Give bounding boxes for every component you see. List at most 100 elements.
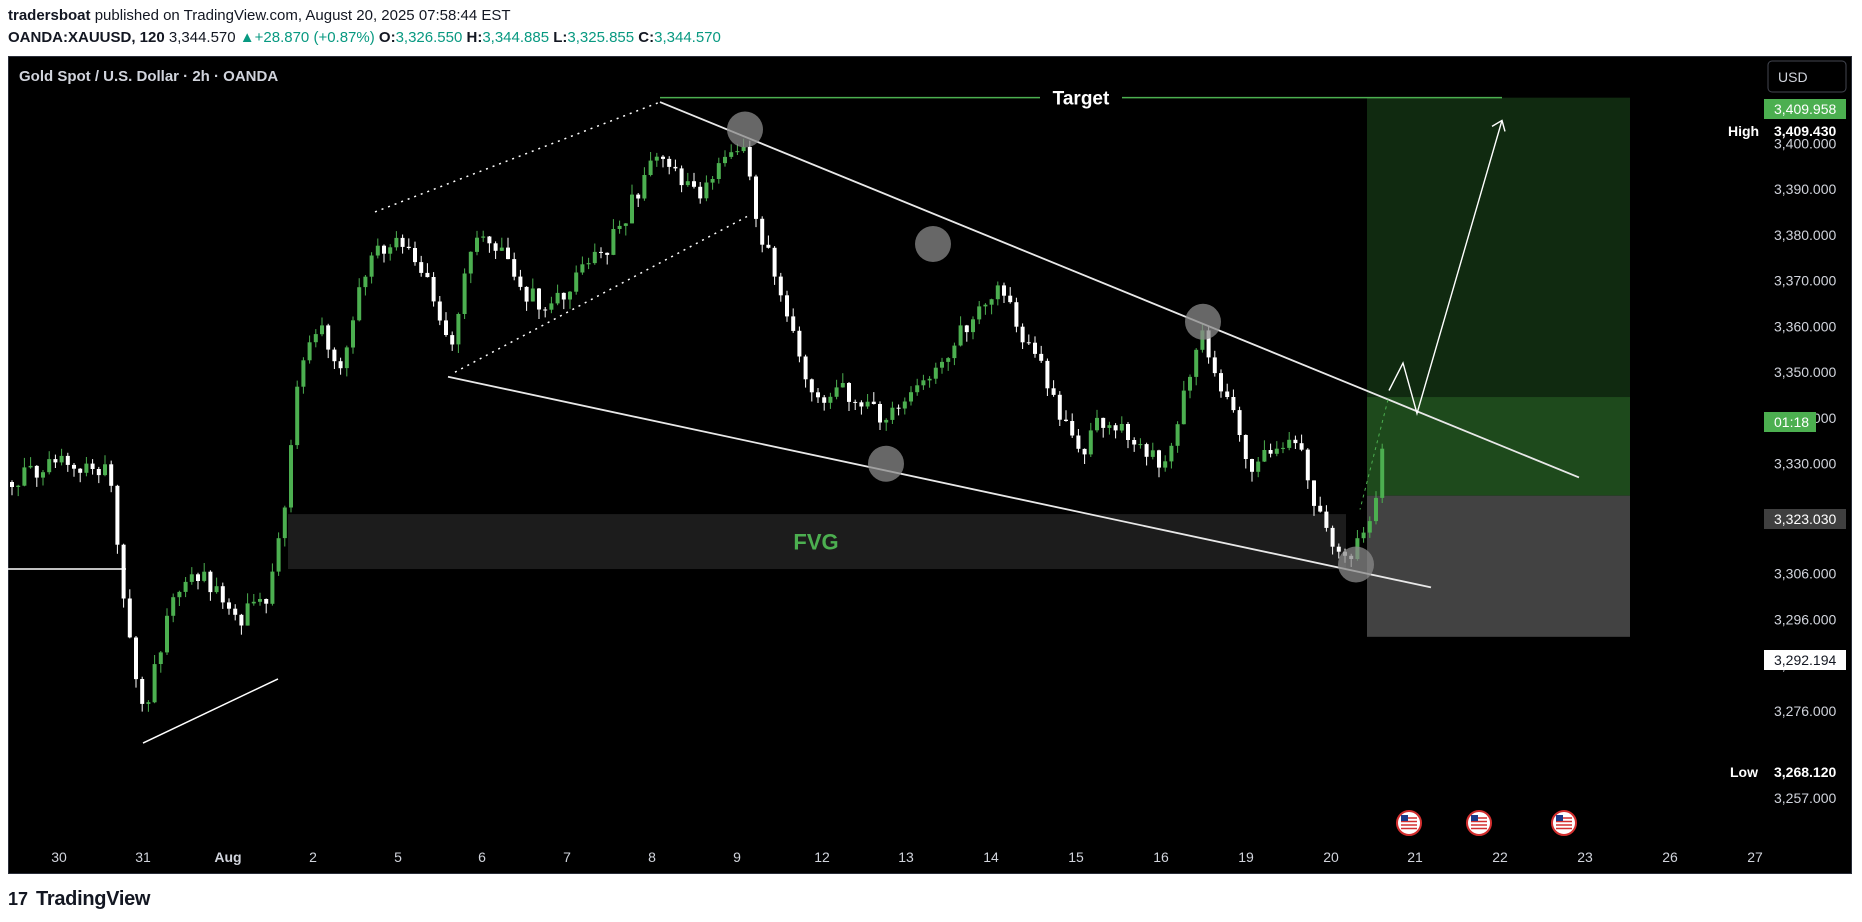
candle-body [1088,430,1093,455]
candle-body [506,247,510,260]
current-price-box [1764,509,1846,529]
candle-body [208,571,213,593]
candle-body [518,276,523,287]
y-tick-label: 3,390.000 [1774,181,1836,197]
candle-body [723,156,727,164]
rising-trendline[interactable] [142,678,279,744]
swing-point-marker[interactable] [1338,546,1374,583]
candle-body [196,574,200,581]
candle-body [264,599,269,604]
candle-body [537,288,541,310]
target-zone[interactable] [1367,97,1630,398]
candle-body [995,285,1000,300]
drawings-group [8,96,1580,744]
currency-button-label: USD [1778,69,1808,85]
wedge-upper-line[interactable] [659,101,1580,479]
candle-body [1045,360,1050,389]
candle-body [41,472,45,478]
candle-body [1107,425,1112,428]
target-price-label: 3,409.958 [1774,101,1836,117]
candle-body [1281,447,1285,449]
wedge-lower-line[interactable] [447,375,1432,589]
candle-body [735,151,740,153]
candle-body [1157,450,1161,468]
channel-bottom-line[interactable] [454,215,748,373]
candle-body [326,325,331,350]
us-flag-icon[interactable] [1396,810,1422,836]
currency-button[interactable] [1767,60,1847,93]
candle-body [357,287,362,321]
candle-body [456,314,461,345]
candle-body [72,464,76,469]
candle-body [1336,546,1341,552]
high-label: H: [466,29,483,46]
swing-point-marker[interactable] [868,445,904,482]
candle-body [1299,443,1304,450]
candle-body [332,349,337,362]
candle-body [468,251,473,274]
candle-body [921,380,926,386]
us-flag-icon[interactable] [1466,810,1492,836]
candle-body [1119,424,1124,431]
swing-point-marker[interactable] [727,111,763,148]
candle-body [754,176,758,219]
channel-top-line[interactable] [374,101,661,213]
x-tick-label: 30 [51,849,67,865]
candle-body [592,251,597,264]
candle-body [134,637,138,680]
swing-point-marker[interactable] [915,226,951,262]
swing-point-marker[interactable] [1185,303,1221,340]
candle-body [1101,417,1106,428]
candle-body [568,291,572,300]
candle-body [1188,376,1192,391]
candle-body [530,288,535,302]
candle-body [933,367,938,379]
x-tick-label: 14 [983,849,999,865]
candle-body [140,679,145,704]
candle-body [692,181,696,187]
candle-body [146,702,151,704]
candle-body [1033,342,1037,354]
price-chart[interactable]: FVG Target Gold Spot / U.S. Dollar · 2h … [0,0,1862,880]
candle-body [1169,445,1174,462]
candle-body [940,361,944,368]
candle-body [245,603,250,626]
candle-body [47,459,52,473]
candle-body [636,194,641,199]
candle-body [109,464,114,486]
low-value: 3,325.855 [567,29,635,46]
x-tick-label: 31 [135,849,151,865]
us-flag-icon[interactable] [1551,810,1577,836]
candle-body [809,379,814,393]
event-flags[interactable] [1396,810,1577,836]
tradingview-brand[interactable]: TradingView [36,887,151,910]
candle-body [1268,450,1273,454]
y-axis[interactable]: 3,400.000 3,390.000 3,380.000 3,370.000 3,36… [1774,135,1836,806]
candle-body [704,182,709,199]
x-tick-label: 15 [1068,849,1084,865]
y-tick-label: 3,257.000 [1774,790,1836,806]
x-axis[interactable]: 30 31 Aug 2 5 6 7 8 9 12 13 14 15 16 19 20 21 22 23 26 27 [51,849,1763,865]
projection-path[interactable] [1388,120,1503,416]
y-tick-label: 3,380.000 [1774,227,1836,243]
candle-body [239,614,244,626]
candle-body [599,251,603,253]
candle-body [878,404,882,423]
candle-body [1318,505,1323,512]
change-arrow-icon: ▲ [239,29,255,46]
candle-body [189,574,194,582]
candle-body [1175,424,1180,446]
candle-body [227,602,231,609]
candle-body [1194,349,1199,377]
candle-body [586,263,591,265]
x-tick-label: 12 [814,849,830,865]
candle-body [1070,421,1075,436]
candle-body [1330,527,1335,547]
stop-zone[interactable] [1367,495,1630,637]
candle-body [729,152,734,157]
candle-body [103,464,107,476]
entry-zone[interactable] [1367,397,1630,496]
author-name[interactable]: tradersboat [8,7,91,24]
candle-body [406,246,411,248]
candle-body [487,236,492,244]
